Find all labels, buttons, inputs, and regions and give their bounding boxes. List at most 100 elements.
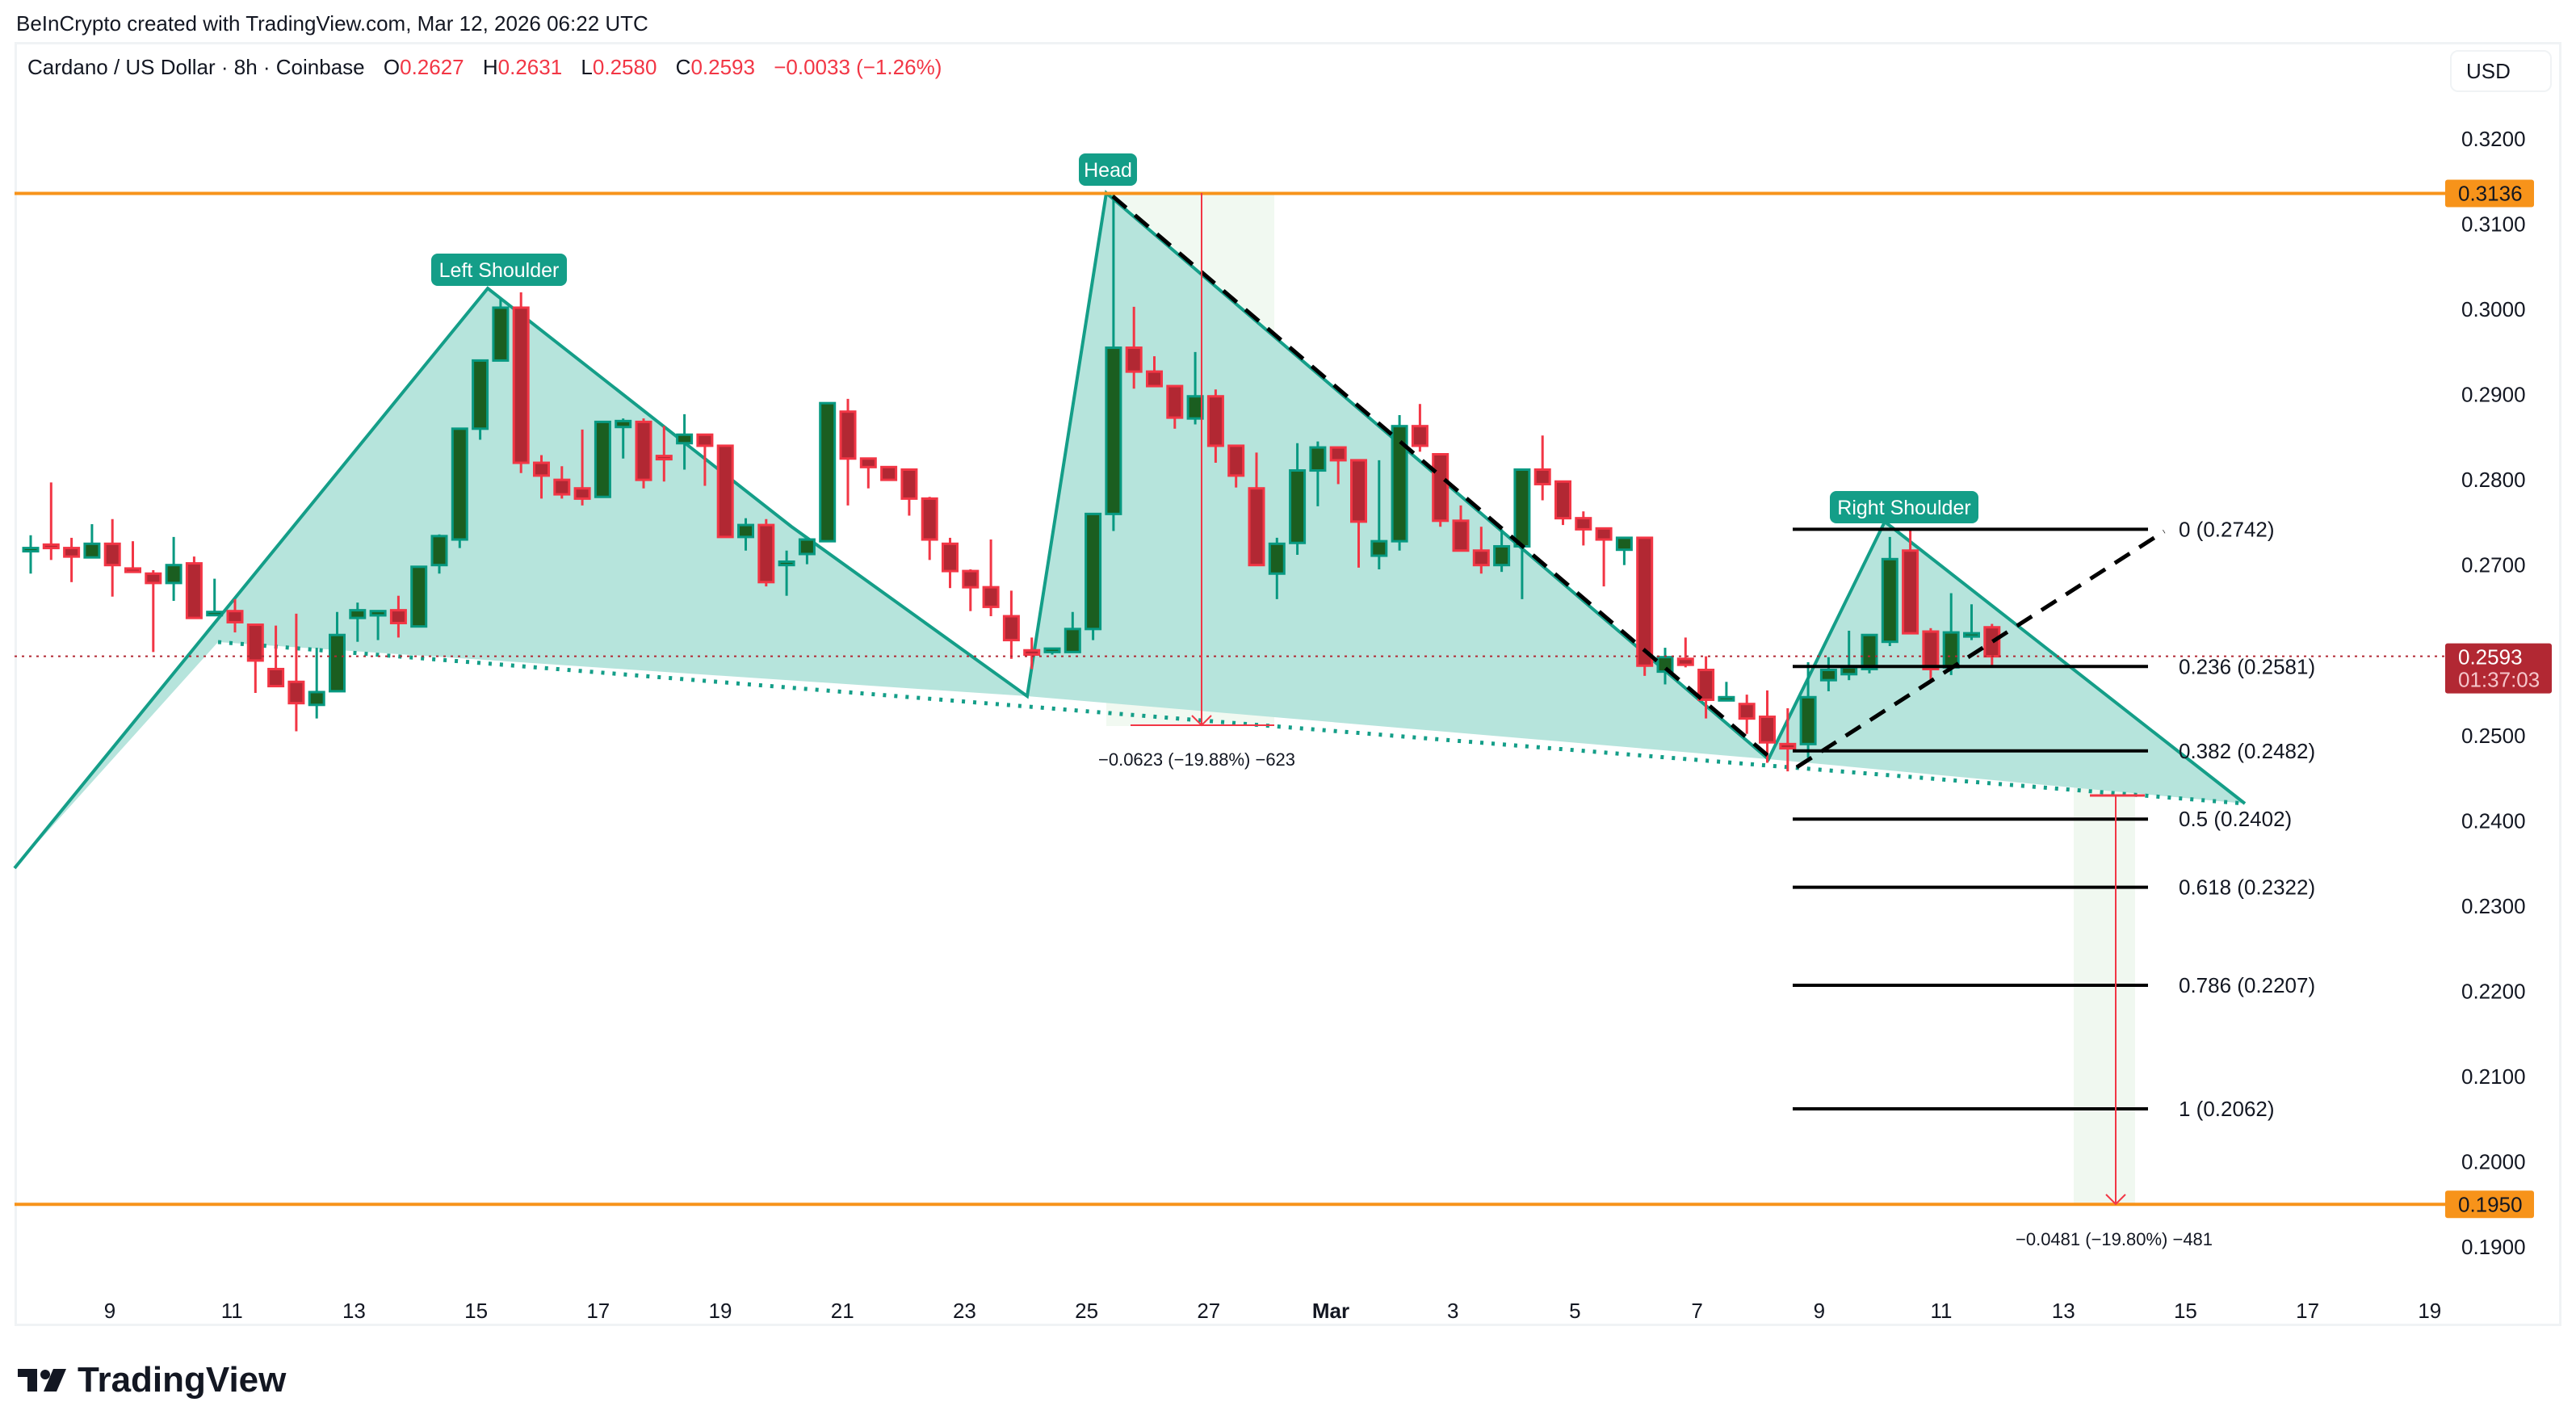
candle <box>533 455 550 499</box>
candle <box>1146 356 1163 388</box>
candle <box>839 398 857 506</box>
price-tick: 0.3100 <box>2461 212 2526 237</box>
candle-body <box>615 419 632 429</box>
time-tick: 11 <box>1931 1299 1953 1323</box>
candle <box>655 426 673 482</box>
arrow-head-icon <box>2105 1194 2126 1206</box>
candle-body <box>1391 425 1408 543</box>
candle-body <box>839 410 857 460</box>
candle <box>430 534 448 574</box>
time-tick: 15 <box>464 1299 488 1323</box>
candle-body <box>942 542 959 573</box>
candle <box>1799 662 1817 758</box>
candle-body <box>124 567 141 573</box>
candle-body <box>1615 536 1633 552</box>
candle <box>1779 708 1797 772</box>
candle <box>185 556 203 619</box>
candle-body <box>287 680 305 705</box>
candle-body <box>103 542 121 567</box>
candle-body <box>1002 615 1020 642</box>
last-price-badge <box>2445 643 2552 694</box>
candle <box>1166 384 1184 429</box>
time-tick: 17 <box>586 1299 610 1323</box>
symbol-legend: Cardano / US Dollar · 8h · Coinbase O0.2… <box>27 55 954 80</box>
candle-body <box>1023 649 1041 657</box>
candle <box>1575 511 1592 546</box>
right-shoulder-tag[interactable]: Right Shoulder <box>1830 491 1978 523</box>
candle <box>859 457 877 489</box>
candle-body <box>1206 395 1224 447</box>
head-tag[interactable]: Head <box>1079 153 1137 186</box>
price-axis[interactable]: 0.3200 0.3100 0.3000 0.2900 0.2800 0.2700 0.25… <box>2445 127 2552 1259</box>
candle <box>1922 628 1940 680</box>
candle-body <box>492 306 510 362</box>
candle <box>1472 527 1490 574</box>
currency-button[interactable]: USD <box>2450 50 2552 92</box>
candle-body <box>1268 542 1286 575</box>
candle-body <box>573 487 591 500</box>
head-and-shoulders-pattern[interactable] <box>13 190 2247 870</box>
pattern-outline[interactable] <box>13 190 2247 870</box>
price-tick: 0.2400 <box>2461 808 2526 833</box>
candle <box>982 539 1000 617</box>
candle-body <box>512 306 530 464</box>
open-value: 0.2627 <box>400 55 464 79</box>
candle <box>1759 690 1776 763</box>
candle <box>512 292 530 473</box>
price-tick: 0.2800 <box>2461 468 2526 492</box>
time-tick: 13 <box>2052 1299 2075 1323</box>
candle-body <box>1963 632 1980 638</box>
candle-body <box>349 609 367 619</box>
candle-body <box>1125 346 1143 373</box>
candle <box>1227 444 1245 488</box>
candle-body <box>1085 512 1102 631</box>
candle-body <box>1533 468 1551 485</box>
time-tick: 17 <box>2296 1299 2319 1323</box>
time-tick: 25 <box>1075 1299 1098 1323</box>
chart-panel[interactable] <box>15 42 2561 1326</box>
drawing-overlays[interactable]: 0 (0.2742) 0.236 (0.2581) 0.382 (0.2482) 0.… <box>15 153 2455 1249</box>
candle-body <box>1697 669 1715 701</box>
candle-body <box>1472 549 1490 567</box>
candle-body <box>145 572 162 585</box>
candles <box>22 193 2001 772</box>
fib-dashed-trendline[interactable] <box>1795 529 2166 770</box>
candle <box>1595 527 1613 587</box>
tradingview-logo[interactable]: TradingView <box>18 1360 286 1400</box>
price-tick: 0.2900 <box>2461 383 2526 407</box>
candle <box>389 595 407 638</box>
candle-body <box>22 547 40 553</box>
fib-level-label: 0.236 (0.2581) <box>2179 654 2315 678</box>
candle-body <box>1411 425 1429 447</box>
last-price-value: 0.2593 <box>2458 645 2523 670</box>
time-axis[interactable]: 9 11 13 15 17 19 21 23 25 27 Mar 3 5 7 9 11 13 15 17 19 <box>104 1299 2441 1323</box>
left-shoulder-tag-text: Left Shoulder <box>439 259 560 282</box>
head-tag-bg <box>1079 153 1137 186</box>
candle <box>1819 657 1837 691</box>
candle-body <box>1595 527 1613 541</box>
candle-body <box>1779 742 1797 750</box>
head-tag-text: Head <box>1084 159 1132 182</box>
candle <box>369 610 387 640</box>
price-tick: 0.3000 <box>2461 297 2526 321</box>
symbol-title: Cardano / US Dollar · 8h · Coinbase <box>27 55 365 79</box>
tradingview-logo-icon <box>18 1367 68 1393</box>
candle-body <box>42 543 60 550</box>
candle-body <box>1329 446 1347 462</box>
candle-body <box>962 569 980 589</box>
candle <box>349 602 367 642</box>
candle-body <box>655 455 673 461</box>
fib-level-label: 0.618 (0.2322) <box>2179 875 2315 900</box>
left-shoulder-tag[interactable]: Left Shoulder <box>431 254 567 286</box>
candle-body <box>737 523 754 539</box>
candle <box>1248 452 1265 567</box>
candle <box>921 497 938 560</box>
candle <box>1656 648 1674 685</box>
level-badge <box>2445 1190 2534 1219</box>
candle <box>124 541 141 573</box>
candle <box>1554 480 1571 526</box>
low-label: L <box>581 55 593 79</box>
candle <box>410 565 428 628</box>
candle-body <box>635 420 652 481</box>
